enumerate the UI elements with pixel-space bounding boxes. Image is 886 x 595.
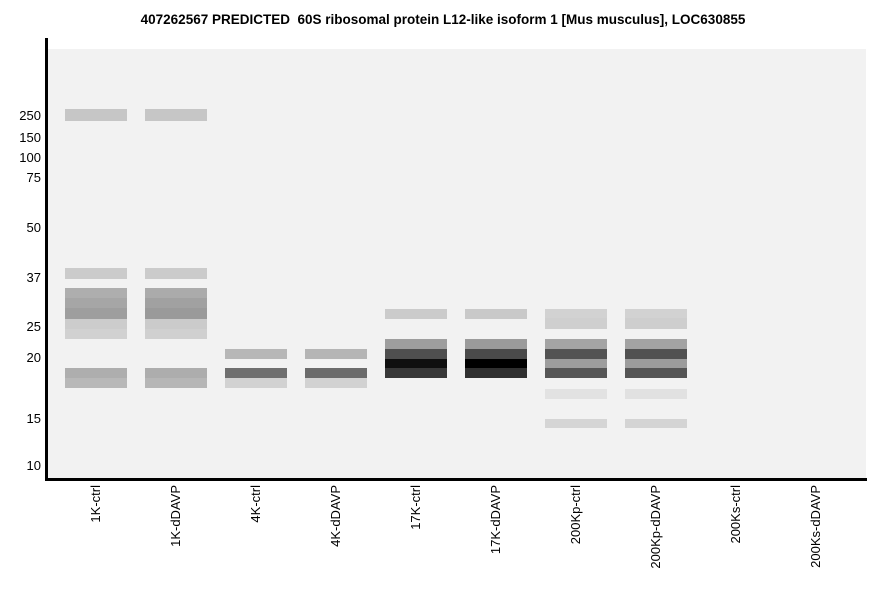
gel-band: [145, 288, 207, 298]
gel-band: [625, 389, 687, 399]
y-tick-label: 25: [26, 319, 41, 334]
gel-band: [225, 349, 287, 359]
gel-band: [625, 318, 687, 329]
gel-band: [65, 319, 127, 329]
y-tick-label: 15: [26, 411, 41, 426]
gel-band: [625, 309, 687, 318]
gel-band: [385, 309, 447, 319]
gel-band: [385, 368, 447, 378]
y-tick-label: 250: [19, 108, 41, 123]
gel-band: [145, 329, 207, 339]
gel-band: [65, 329, 127, 339]
lane-label: 17K-ctrl: [408, 485, 423, 530]
gel-band: [145, 298, 207, 308]
gel-band: [65, 288, 127, 298]
gel-band: [145, 368, 207, 378]
gel-band: [145, 268, 207, 279]
gel-band: [545, 309, 607, 318]
lane-label: 200Ks-dDAVP: [808, 485, 823, 568]
gel-band: [65, 308, 127, 319]
gel-band: [545, 368, 607, 378]
gel-band: [65, 298, 127, 308]
y-tick-label: 50: [26, 220, 41, 235]
gel-band: [545, 349, 607, 359]
gel-band: [545, 318, 607, 329]
gel-band: [305, 368, 367, 378]
gel-band: [545, 359, 607, 368]
gel-band: [465, 349, 527, 359]
lane-label: 17K-dDAVP: [488, 485, 503, 555]
gel-band: [465, 368, 527, 378]
gel-band: [65, 378, 127, 388]
gel-band: [545, 339, 607, 349]
gel-band: [145, 109, 207, 121]
gel-band: [305, 349, 367, 359]
gel-band: [385, 349, 447, 359]
gel-band: [625, 368, 687, 378]
gel-band: [65, 109, 127, 121]
gel-band: [545, 389, 607, 399]
x-axis-line: [45, 478, 867, 481]
y-tick-label: 10: [26, 458, 41, 473]
gel-band: [465, 339, 527, 349]
y-tick-label: 37: [26, 270, 41, 285]
lane-label: 200Kp-dDAVP: [648, 485, 663, 569]
gel-band: [625, 339, 687, 349]
gel-band: [625, 349, 687, 359]
gel-band: [625, 359, 687, 368]
lane-label: 200Kp-ctrl: [568, 485, 583, 545]
gel-band: [145, 319, 207, 329]
gel-band: [145, 308, 207, 319]
lane-label: 1K-dDAVP: [168, 485, 183, 547]
gel-band: [65, 268, 127, 279]
gel-band: [225, 378, 287, 388]
lane-label: 4K-dDAVP: [328, 485, 343, 547]
y-tick-label: 150: [19, 130, 41, 145]
y-tick-label: 20: [26, 350, 41, 365]
figure-title: 407262567 PREDICTED 60S ribosomal protei…: [140, 12, 746, 27]
lane-label: 200Ks-ctrl: [728, 485, 743, 544]
gel-band: [545, 419, 607, 428]
y-tick-label: 100: [19, 150, 41, 165]
lane-label: 1K-ctrl: [88, 485, 103, 523]
gel-band: [145, 378, 207, 388]
y-axis-line: [45, 38, 48, 481]
lane-label: 4K-ctrl: [248, 485, 263, 523]
gel-band: [465, 359, 527, 368]
gel-band: [465, 309, 527, 319]
y-tick-label: 75: [26, 170, 41, 185]
gel-band: [385, 339, 447, 349]
gel-band: [625, 419, 687, 428]
gel-band: [305, 378, 367, 388]
gel-band: [225, 368, 287, 378]
gel-band: [385, 359, 447, 368]
gel-band: [65, 368, 127, 378]
